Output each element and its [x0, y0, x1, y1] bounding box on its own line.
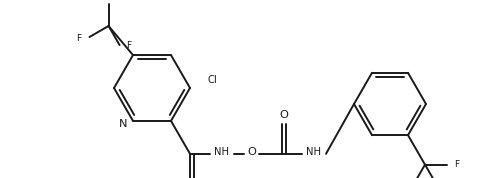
Text: NH: NH — [215, 147, 230, 157]
Text: Cl: Cl — [208, 75, 218, 85]
Text: F: F — [76, 35, 81, 43]
Text: F: F — [106, 0, 111, 1]
Text: N: N — [119, 119, 127, 129]
Text: O: O — [248, 147, 256, 157]
Text: F: F — [127, 41, 132, 49]
Text: O: O — [279, 110, 288, 120]
Text: F: F — [454, 160, 459, 169]
Text: NH: NH — [306, 147, 321, 157]
